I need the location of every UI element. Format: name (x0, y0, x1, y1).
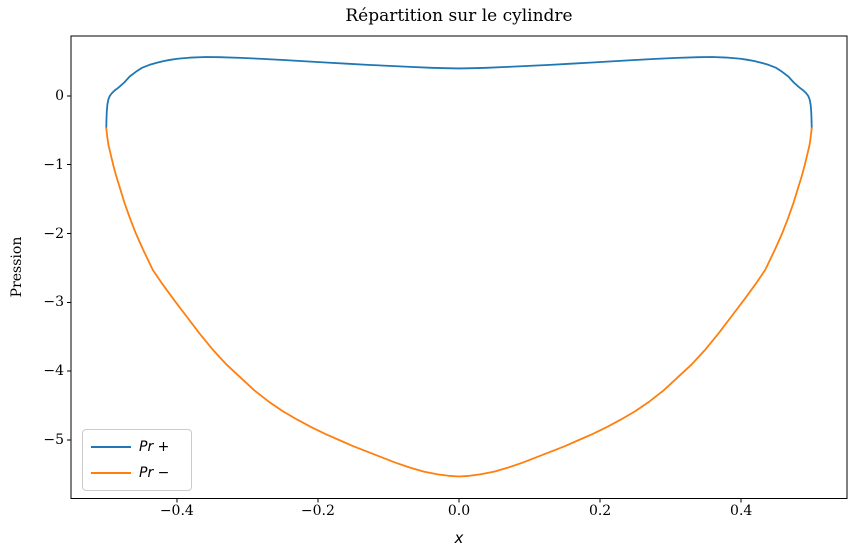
x-axis-label: x (454, 529, 464, 547)
legend-label-pr-minus: Pr − (139, 465, 170, 481)
pr-plus-line-swatch (91, 446, 131, 448)
chart-title: Répartition sur le cylindre (345, 6, 573, 26)
legend-item-pr-plus: Pr + (91, 434, 191, 460)
y-tick-label: −1 (43, 156, 64, 173)
x-tick-label: −0.2 (300, 503, 335, 519)
legend-label-pr-plus: Pr + (139, 439, 170, 455)
y-tick-label: −5 (43, 431, 64, 448)
x-tick-label: −0.4 (159, 503, 194, 519)
y-tick-label: −3 (43, 294, 64, 311)
series-line-0 (105, 56, 813, 130)
x-tick-label: 0.4 (730, 503, 753, 519)
pr-minus-line-swatch (91, 472, 131, 474)
x-tick-label: 0.0 (447, 503, 471, 519)
tick-marks (67, 95, 742, 503)
legend: Pr + Pr − (82, 429, 192, 491)
y-tick-label: −4 (43, 363, 64, 380)
x-tick-label: 0.2 (588, 503, 612, 519)
series-line-1 (105, 127, 813, 478)
y-tick-label: −2 (43, 225, 64, 242)
y-tick-label: 0 (55, 87, 64, 104)
legend-item-pr-minus: Pr − (91, 460, 191, 486)
